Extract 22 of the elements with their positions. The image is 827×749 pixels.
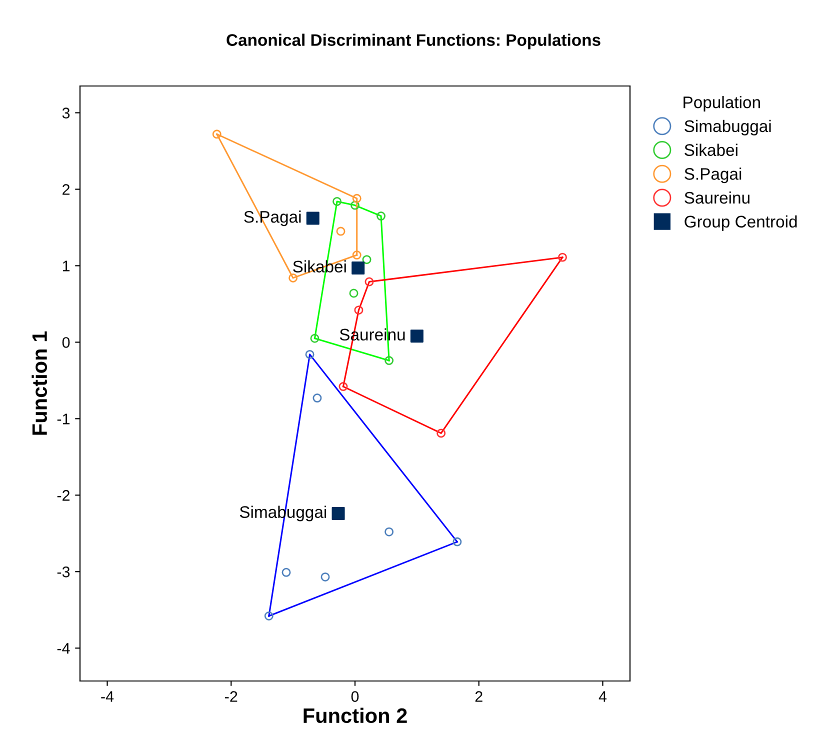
y-tick-label: 3 (62, 108, 70, 118)
x-tick-label: 2 (475, 691, 482, 702)
y-tick-label: -2 (57, 490, 70, 501)
y-tick-label: -1 (57, 414, 70, 424)
x-tick-label: 0 (351, 691, 359, 702)
y-tick-label: 1 (62, 260, 70, 272)
legend-label: Simabuggai (684, 120, 771, 136)
legend-label: Sikabei (684, 144, 738, 156)
y-axis-title: Function 1 (32, 331, 48, 435)
legend-title: Population (684, 96, 760, 112)
y-tick-label: -4 (57, 643, 70, 654)
chart-title: Canonical Discriminant Functions: Populations (226, 34, 600, 50)
legend-label: Group Centroid (684, 215, 797, 231)
legend-label: S.Pagai (684, 168, 742, 184)
x-tick-label: -2 (225, 691, 238, 702)
y-tick-label: 2 (62, 184, 70, 195)
y-tick-label: 0 (62, 337, 70, 348)
y-tick-label: -3 (57, 566, 70, 578)
x-tick-label: -4 (101, 691, 114, 702)
legend-label: Saureinu (684, 191, 750, 204)
x-tick-label: 4 (598, 691, 607, 702)
x-axis-title: Function 2 (304, 708, 407, 724)
